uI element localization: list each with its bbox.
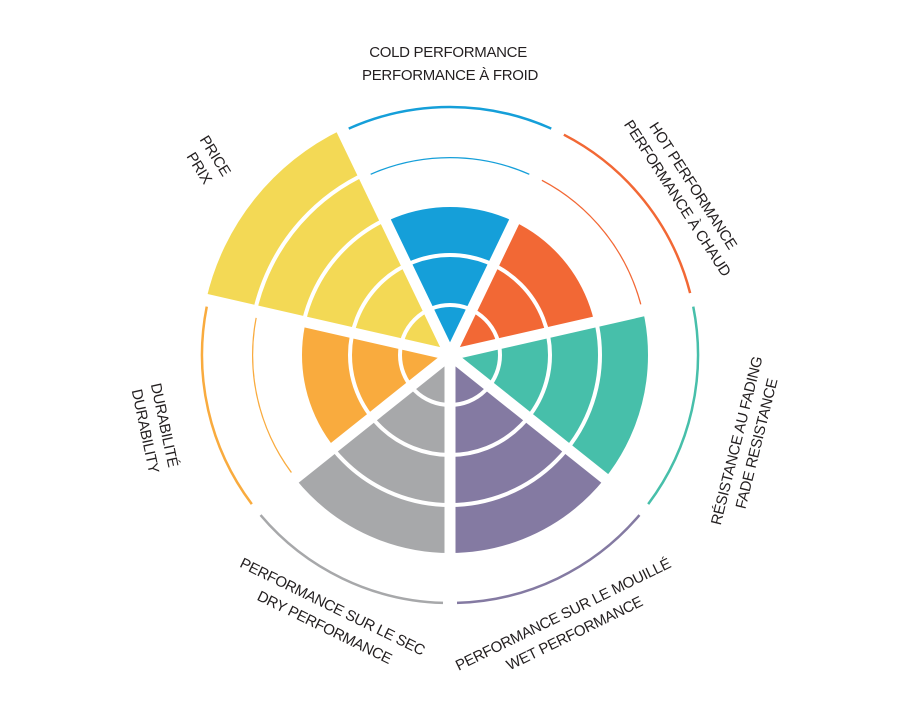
label-cold-fr: PERFORMANCE À FROID [362,67,538,84]
label-wet: PERFORMANCE SUR LE MOUILLÉ WET PERFORMAN… [453,553,687,694]
wedges [185,105,715,625]
level-outline-hot-performance [563,133,692,294]
level-outline-cold-performance [348,105,552,130]
level-outline-durability [250,317,292,474]
wedge-gap [445,109,573,358]
level-outline-durability [200,306,253,505]
level-outline-dry-performance [259,514,444,605]
wedge-durability [300,321,450,449]
wedge-wet-performance [450,355,607,555]
wedge-cold-performance [384,205,516,355]
level-outline-fade-resistance [647,306,700,505]
label-durability: DURABILITÉ DURABILITY [127,382,182,477]
level-outline-cold-performance [369,155,531,175]
wedge-dry-performance [293,355,450,555]
label-price: PRICE PRIX [179,133,236,193]
level-outline-hot-performance [541,178,643,305]
label-wet-fr: PERFORMANCE SUR LE MOUILLÉ [453,555,674,674]
wedge-gap [327,109,455,358]
label-hot: HOT PERFORMANCE PERFORMANCE À CHAUD [620,106,751,280]
level-outline-wet-performance [456,514,641,605]
label-fade: RÉSISTANCE AU FADING FADE RESISTANCE [708,351,787,532]
label-cold: COLD PERFORMANCE PERFORMANCE À FROID [362,44,538,84]
wedge-gap [185,289,452,361]
wedge-gap [446,350,665,528]
wedge-gap [235,350,454,528]
wedge-gap [448,289,715,361]
wedge-price [206,129,450,355]
label-dry: PERFORMANCE SUR LE SEC DRY PERFORMANCE [227,555,430,681]
label-cold-en: COLD PERFORMANCE [369,44,527,61]
